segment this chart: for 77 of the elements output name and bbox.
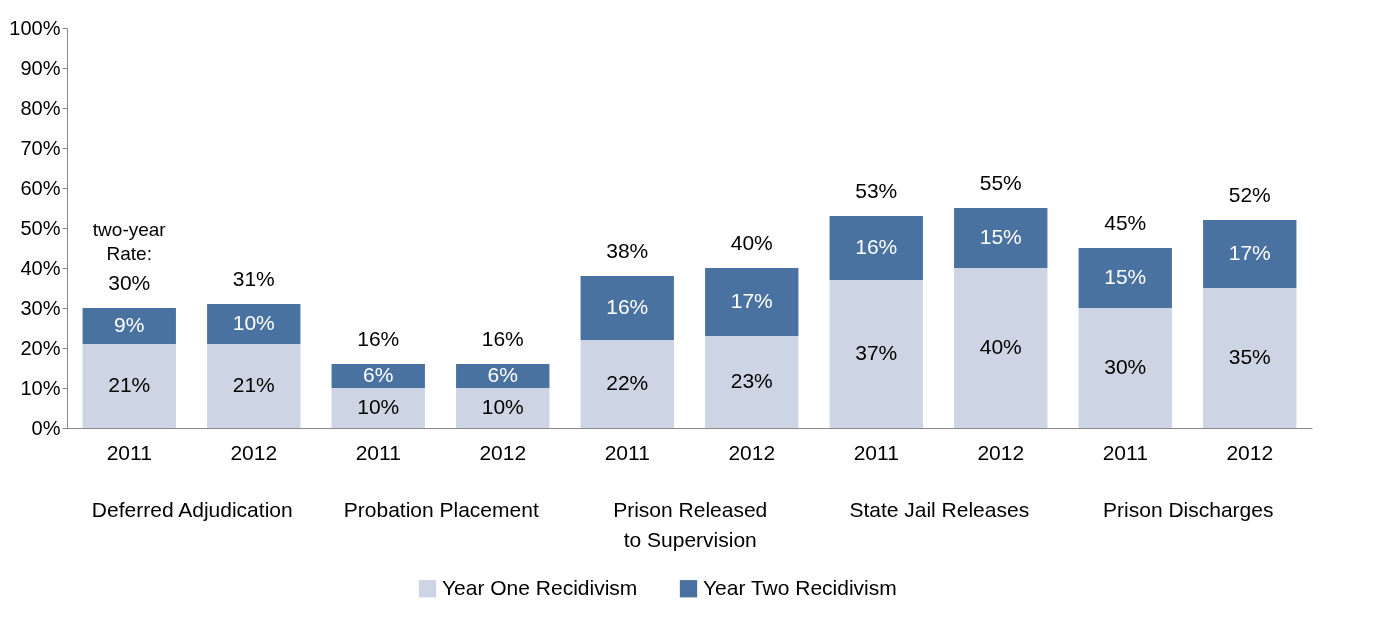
- data-label: 16%: [855, 235, 898, 258]
- x-tick-label: 2011: [853, 440, 899, 464]
- legend-label: Year Two Recidivism: [703, 575, 897, 599]
- data-label: 10%: [232, 311, 275, 334]
- bar: [954, 268, 1048, 428]
- text: Probation Placement: [343, 498, 539, 521]
- bar: [456, 388, 550, 428]
- data-label: 6%: [363, 363, 394, 386]
- total-label: 31%: [232, 267, 275, 290]
- y-tick-label: 100%: [9, 16, 61, 39]
- data-label: 23%: [730, 369, 773, 392]
- text: State Jail Releases: [849, 498, 1030, 521]
- bar: [207, 344, 301, 428]
- data-label: 9%: [114, 313, 145, 336]
- total-label: 16%: [481, 327, 524, 350]
- y-tick-label: 90%: [20, 56, 61, 79]
- annotation: two-year Rate:: [92, 219, 167, 264]
- legend-label: Year One Recidivism: [442, 575, 638, 599]
- y-tick-label: 70%: [20, 136, 61, 159]
- data-label: 21%: [108, 373, 151, 396]
- text: Deferred Adjudication: [91, 498, 293, 521]
- x-tick-label: 2012: [479, 440, 527, 464]
- y-tick-label: 10%: [20, 376, 61, 399]
- x-tick-label: 2011: [1102, 440, 1148, 464]
- x-tick-label: 2011: [355, 440, 401, 464]
- text: Prison Discharges: [1103, 498, 1274, 521]
- bar: [82, 344, 176, 428]
- y-tick-label: 30%: [20, 296, 61, 319]
- y-tick-label: 0%: [31, 416, 61, 439]
- data-label: 6%: [487, 363, 518, 386]
- total-label: 45%: [1104, 211, 1147, 234]
- x-tick-label: 2011: [604, 440, 650, 464]
- total-label: 52%: [1228, 183, 1271, 206]
- bar: [705, 268, 799, 336]
- bar: [580, 340, 674, 428]
- text: Prison Released to Supervision: [613, 498, 768, 551]
- total-label: 38%: [606, 239, 649, 262]
- data-label: 17%: [730, 289, 773, 312]
- bar: [580, 276, 674, 340]
- total-label: 53%: [855, 179, 898, 202]
- bar: [331, 388, 425, 428]
- total-label: 40%: [730, 231, 773, 254]
- y-tick-label: 50%: [20, 216, 61, 239]
- bar: [207, 304, 301, 344]
- bar: [1203, 288, 1297, 428]
- y-tick-label: 20%: [20, 336, 61, 359]
- bar: [829, 280, 923, 428]
- data-label: 17%: [1228, 241, 1271, 264]
- bar: [954, 208, 1048, 268]
- data-label: 35%: [1228, 345, 1271, 368]
- x-tick-label: 2012: [230, 440, 278, 464]
- x-tick-label: 2011: [106, 440, 152, 464]
- data-label: 10%: [481, 395, 524, 418]
- bar: [829, 216, 923, 280]
- data-label: 16%: [606, 295, 649, 318]
- y-tick-label: 60%: [20, 176, 61, 199]
- bar: [82, 308, 176, 344]
- x-tick-label: 2012: [977, 440, 1025, 464]
- x-tick-label: 2012: [1226, 440, 1274, 464]
- bar: [1078, 248, 1172, 308]
- total-label: 30%: [108, 271, 151, 294]
- total-label: 16%: [357, 327, 400, 350]
- y-tick-label: 80%: [20, 96, 61, 119]
- data-label: 15%: [979, 225, 1022, 248]
- bar: [705, 336, 799, 428]
- bar: [1203, 220, 1297, 288]
- total-label: 55%: [979, 171, 1022, 194]
- bar: [1078, 308, 1172, 428]
- y-tick-label: 40%: [20, 256, 61, 279]
- data-label: 10%: [357, 395, 400, 418]
- data-label: 15%: [1104, 265, 1147, 288]
- x-tick-label: 2012: [728, 440, 776, 464]
- data-label: 30%: [1104, 355, 1147, 378]
- data-label: 21%: [232, 373, 275, 396]
- data-label: 22%: [606, 371, 649, 394]
- data-label: 37%: [855, 341, 898, 364]
- data-label: 40%: [979, 335, 1022, 358]
